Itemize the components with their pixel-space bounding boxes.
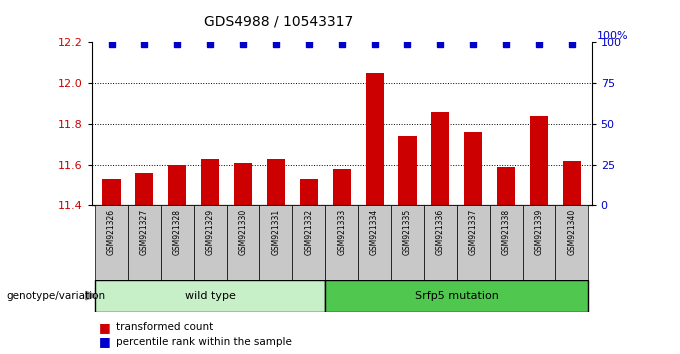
Bar: [267, 159, 285, 205]
Text: GSM921338: GSM921338: [502, 209, 511, 255]
Bar: [563, 161, 581, 205]
Bar: [457, 205, 490, 280]
Text: GSM921332: GSM921332: [305, 209, 313, 255]
Bar: [497, 167, 515, 205]
Text: GSM921331: GSM921331: [271, 209, 280, 255]
Text: 100%: 100%: [596, 31, 628, 41]
Bar: [95, 205, 128, 280]
Bar: [300, 179, 318, 205]
Bar: [194, 205, 226, 280]
Text: ■: ■: [99, 335, 110, 348]
Bar: [464, 132, 482, 205]
Text: GSM921333: GSM921333: [337, 209, 346, 255]
Bar: [431, 112, 449, 205]
Bar: [391, 205, 424, 280]
Text: transformed count: transformed count: [116, 322, 213, 332]
Text: GDS4988 / 10543317: GDS4988 / 10543317: [204, 14, 353, 28]
Text: GSM921335: GSM921335: [403, 209, 412, 255]
Bar: [135, 173, 154, 205]
Text: GSM921329: GSM921329: [205, 209, 215, 255]
Text: GSM921326: GSM921326: [107, 209, 116, 255]
Bar: [201, 159, 219, 205]
Bar: [333, 169, 351, 205]
Text: GSM921340: GSM921340: [567, 209, 577, 255]
Bar: [530, 116, 548, 205]
Bar: [366, 73, 384, 205]
Text: genotype/variation: genotype/variation: [7, 291, 106, 301]
Polygon shape: [86, 291, 98, 300]
Text: GSM921330: GSM921330: [239, 209, 248, 255]
Bar: [234, 162, 252, 205]
Bar: [292, 205, 325, 280]
Bar: [128, 205, 161, 280]
Bar: [556, 205, 588, 280]
Bar: [398, 136, 417, 205]
Bar: [161, 205, 194, 280]
Text: ■: ■: [99, 321, 110, 334]
Text: GSM921339: GSM921339: [534, 209, 543, 255]
Bar: [103, 179, 120, 205]
Bar: [95, 280, 325, 312]
Bar: [260, 205, 292, 280]
Text: GSM921328: GSM921328: [173, 209, 182, 255]
Bar: [325, 205, 358, 280]
Bar: [226, 205, 260, 280]
Text: GSM921334: GSM921334: [370, 209, 379, 255]
Bar: [522, 205, 556, 280]
Bar: [168, 165, 186, 205]
Bar: [325, 280, 588, 312]
Bar: [358, 205, 391, 280]
Text: GSM921337: GSM921337: [469, 209, 478, 255]
Text: Srfp5 mutation: Srfp5 mutation: [415, 291, 498, 301]
Text: GSM921327: GSM921327: [140, 209, 149, 255]
Bar: [424, 205, 457, 280]
Text: wild type: wild type: [185, 291, 235, 301]
Text: percentile rank within the sample: percentile rank within the sample: [116, 337, 292, 347]
Text: GSM921336: GSM921336: [436, 209, 445, 255]
Bar: [490, 205, 522, 280]
